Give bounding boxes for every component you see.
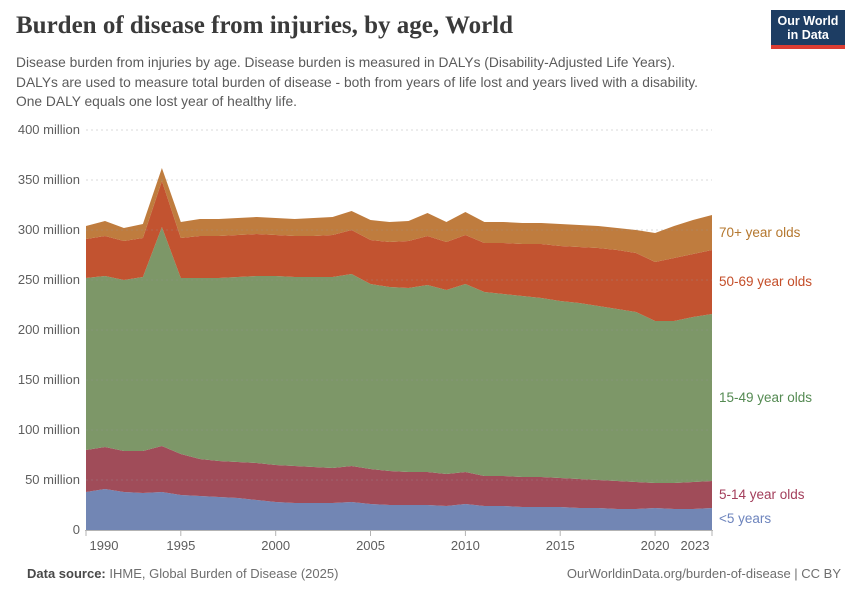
area-70-year-olds[interactable] (86, 168, 712, 262)
y-axis-tick-label: 200 million (17, 322, 80, 337)
chart-title: Burden of disease from injuries, by age,… (16, 12, 514, 39)
owid-logo-line2: in Data (787, 28, 829, 42)
attribution-link[interactable]: OurWorldinData.org/burden-of-disease | C… (566, 566, 841, 581)
y-axis-tick-label: 100 million (17, 422, 80, 437)
legend-label-70-year-olds[interactable]: 70+ year olds (719, 224, 801, 240)
chart-areas[interactable] (86, 168, 712, 530)
y-axis-tick-label: 400 million (17, 122, 80, 137)
x-axis-tick-label: 2010 (450, 538, 480, 553)
subtitle-line: DALYs are used to measure total burden o… (16, 74, 699, 90)
x-axis-tick-label: 1990 (89, 538, 119, 553)
x-axis-tick-label: 2000 (261, 538, 291, 553)
x-axis-tick-label: 2023 (680, 538, 710, 553)
x-axis-tick-label: 2020 (640, 538, 670, 553)
subtitle-line: One DALY equals one lost year of healthy… (16, 94, 297, 109)
chart-footer: Data source: IHME, Global Burden of Dise… (27, 566, 841, 582)
data-source: Data source: IHME, Global Burden of Dise… (27, 566, 338, 582)
area-15-49-year-olds[interactable] (86, 227, 712, 483)
x-axis (85, 530, 713, 536)
x-axis-tick-label: 2015 (545, 538, 575, 553)
legend-label-15-49-year-olds[interactable]: 15-49 year olds (719, 389, 813, 405)
area-5-14-year-olds[interactable] (86, 446, 712, 509)
chart-subtitle: Disease burden from injuries by age. Dis… (16, 53, 698, 112)
x-axis-tick-label: 2005 (356, 538, 385, 553)
y-axis-tick-label: 250 million (17, 272, 80, 287)
y-axis-tick-label: 300 million (17, 222, 80, 237)
x-axis-tick-label: 1995 (166, 538, 196, 553)
y-axis-tick-label: 150 million (17, 372, 80, 387)
chart-gridlines (86, 129, 712, 481)
legend-label-50-69-year-olds[interactable]: 50-69 year olds (719, 274, 813, 289)
legend-label-5-14-year-olds[interactable]: 5-14 year olds (719, 486, 805, 502)
owid-logo[interactable]: Our World in Data (771, 10, 845, 49)
legend-label-5-years[interactable]: <5 years (719, 511, 772, 526)
y-axis-tick-label: 50 million (25, 472, 80, 487)
y-axis-tick-label: 350 million (17, 172, 80, 187)
area-5-years[interactable] (86, 489, 712, 530)
data-source-label: Data source: (27, 566, 106, 581)
data-source-text: IHME, Global Burden of Disease (2025) (105, 566, 339, 581)
area-50-69-year-olds[interactable] (86, 181, 712, 321)
owid-logo-line1: Our World (777, 14, 839, 28)
subtitle-line: Disease burden from injuries by age. Dis… (16, 55, 676, 70)
y-axis-tick-label: 0 (72, 522, 80, 537)
